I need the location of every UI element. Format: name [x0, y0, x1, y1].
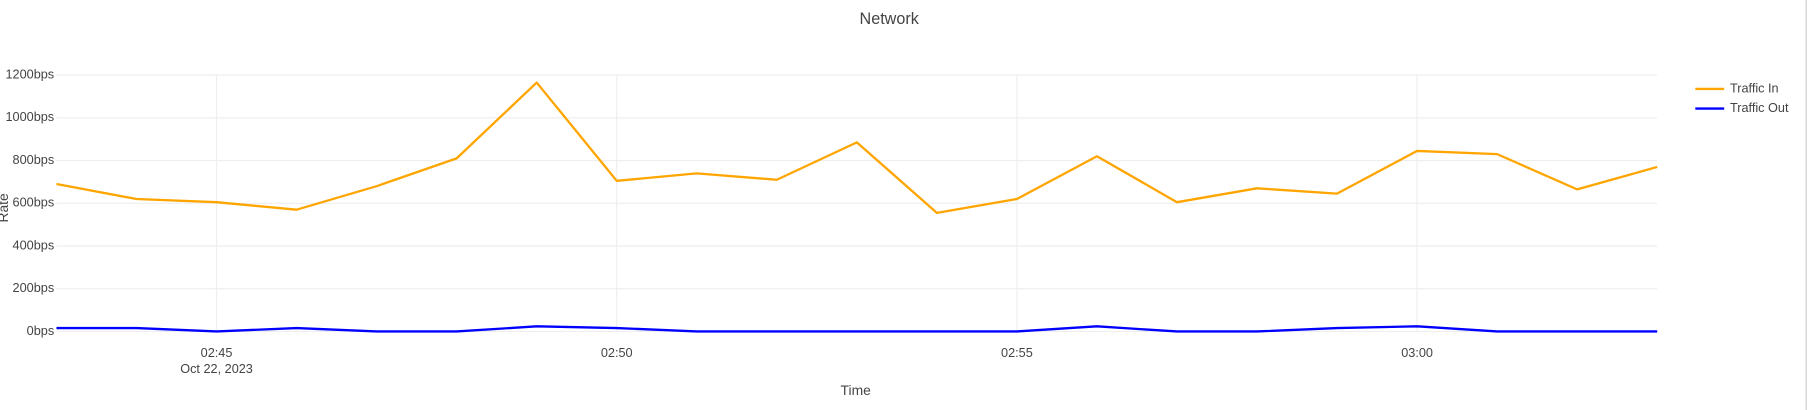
y-tick-label: 400bps: [13, 238, 55, 252]
y-tick-label: 200bps: [13, 281, 55, 295]
y-tick-label: 0bps: [27, 324, 55, 338]
legend-label: Traffic Out: [1730, 101, 1789, 115]
series-line: [56, 81, 1658, 215]
y-axis-title: Rate: [0, 193, 11, 223]
y-tick-label: 1200bps: [5, 67, 54, 81]
x-tick-label: 02:45: [201, 346, 233, 360]
legend-label: Traffic In: [1730, 81, 1779, 95]
x-tick-date-label: Oct 22, 2023: [180, 362, 253, 376]
chart-title: Network: [860, 10, 920, 28]
series-line: [56, 325, 1658, 333]
y-tick-label: 1000bps: [5, 110, 54, 124]
x-axis-title: Time: [841, 382, 872, 398]
x-tick-label: 03:00: [1401, 346, 1433, 360]
y-tick-label: 800bps: [13, 153, 55, 167]
x-tick-label: 02:55: [1001, 346, 1033, 360]
y-tick-label: 600bps: [13, 196, 55, 210]
x-tick-label: 02:50: [601, 346, 633, 360]
